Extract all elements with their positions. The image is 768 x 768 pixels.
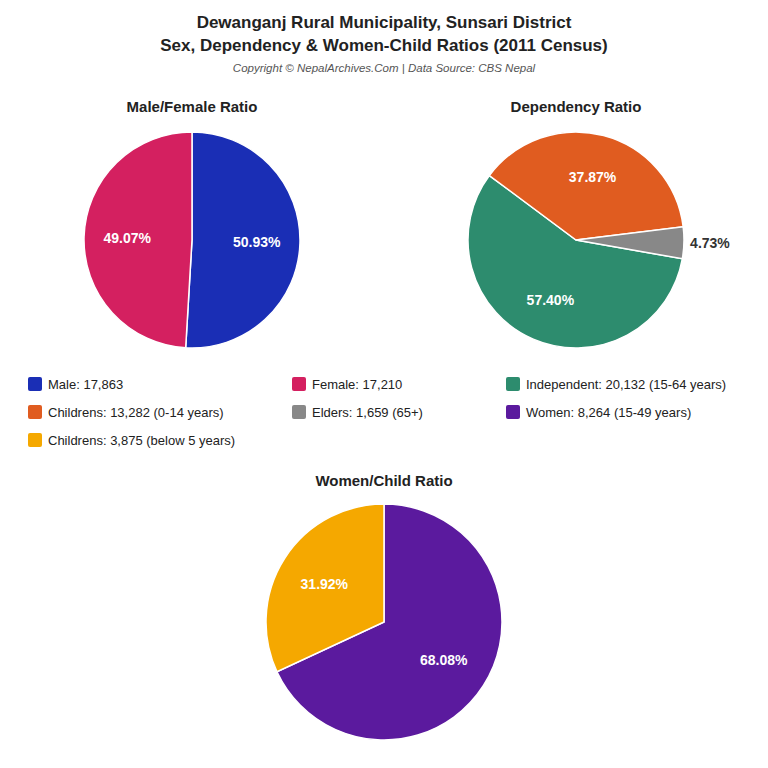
data-label: 57.40%: [527, 292, 575, 308]
data-label: 37.87%: [569, 169, 617, 185]
legend-label: Childrens: 13,282 (0-14 years): [48, 405, 224, 420]
legend-label: Male: 17,863: [48, 377, 123, 392]
legend-swatch: [506, 405, 520, 419]
pie-slice: [576, 227, 684, 259]
legend-label: Women: 8,264 (15-49 years): [526, 405, 691, 420]
legend-label: Female: 17,210: [312, 377, 402, 392]
data-label: 49.07%: [103, 230, 151, 246]
legend-swatch: [28, 405, 42, 419]
chart-title: Women/Child Ratio: [315, 472, 452, 489]
legend-label: Childrens: 3,875 (below 5 years): [48, 433, 235, 448]
data-label: 31.92%: [301, 576, 349, 592]
data-label: 68.08%: [420, 652, 468, 668]
figure: Dewanganj Rural Municipality, Sunsari Di…: [0, 0, 768, 768]
figure-subtitle: Sex, Dependency & Women-Child Ratios (20…: [160, 36, 607, 55]
pie-slice: [266, 504, 384, 672]
data-labels: 68.08% 31.92%: [301, 576, 468, 668]
legend-swatch: [28, 433, 42, 447]
annotation: Copyright © NepalArchives.Com | Data Sou…: [233, 62, 536, 74]
legend: Male: 17,863 Female: 17,210 Independent: 2…: [28, 377, 726, 448]
pie-chart: Male/Female Ratio: [84, 98, 300, 348]
pie-slice: [489, 132, 683, 240]
chart-title: Male/Female Ratio: [127, 98, 258, 115]
legend-swatch: [292, 405, 306, 419]
pie-slice: [186, 132, 300, 348]
pie-chart: Women/Child Ratio: [266, 472, 502, 740]
data-label: 50.93%: [233, 234, 281, 250]
legend-swatch: [506, 377, 520, 391]
legend-swatch: [28, 377, 42, 391]
legend-label: Elders: 1,659 (65+): [312, 405, 423, 420]
data-labels: 50.93% 49.07%: [103, 230, 281, 250]
data-labels: 57.40% 37.87% 4.73%: [527, 169, 731, 307]
figure-title: Dewanganj Rural Municipality, Sunsari Di…: [197, 13, 572, 32]
legend-swatch: [292, 377, 306, 391]
background: [0, 0, 768, 768]
chart-title: Dependency Ratio: [511, 98, 642, 115]
pie-chart: Dependency Ratio: [468, 98, 684, 348]
data-label: 4.73%: [690, 235, 730, 251]
pie-slice: [84, 132, 192, 348]
legend-label: Independent: 20,132 (15-64 years): [526, 377, 726, 392]
